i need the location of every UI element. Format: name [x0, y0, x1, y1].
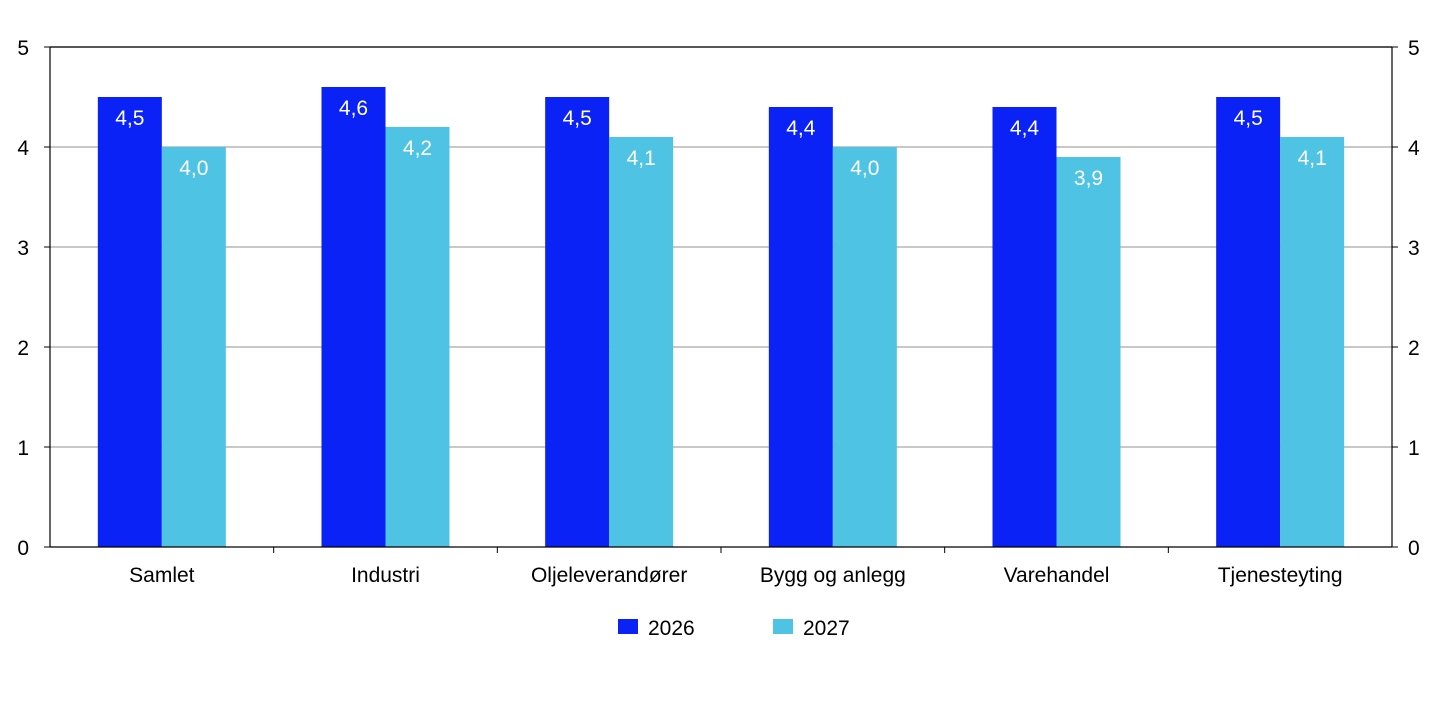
- data-label: 4,5: [563, 107, 592, 130]
- right-tick-label: 5: [1408, 37, 1420, 60]
- bar-2026-3: [768, 107, 833, 547]
- data-label: 3,9: [1074, 167, 1103, 190]
- right-tick-label: 4: [1408, 137, 1420, 160]
- left-tick-label: 1: [17, 437, 29, 460]
- bar-2027-1: [385, 127, 450, 547]
- bar-2026-2: [545, 97, 610, 547]
- left-tick-label: 2: [17, 337, 29, 360]
- data-label: 4,1: [1298, 147, 1327, 170]
- bar-2026-5: [1216, 97, 1281, 547]
- gridlines: [50, 46, 1392, 448]
- legend-swatch-2027: [773, 619, 793, 634]
- data-label: 4,4: [1010, 117, 1040, 140]
- right-tick-label: 0: [1408, 537, 1420, 560]
- data-label: 4,0: [179, 157, 208, 180]
- category-label: Tjenesteyting: [1218, 564, 1343, 587]
- right-tick-label: 3: [1408, 237, 1420, 260]
- data-label: 4,5: [115, 107, 144, 130]
- bar-2026-1: [321, 87, 386, 547]
- bar-2027-3: [832, 147, 897, 547]
- category-label: Bygg og anlegg: [760, 564, 906, 587]
- bar-2027-0: [161, 147, 226, 547]
- right-tick-label: 1: [1408, 437, 1420, 460]
- data-label: 4,0: [850, 157, 879, 180]
- legend: 2026 2027: [618, 617, 850, 640]
- left-tick-label: 3: [17, 237, 29, 260]
- category-label: Industri: [351, 564, 420, 587]
- left-tick-label: 5: [17, 37, 29, 60]
- bars: [97, 87, 1345, 547]
- data-label: 4,5: [1234, 107, 1263, 130]
- bar-2026-4: [992, 107, 1057, 547]
- right-tick-label: 2: [1408, 337, 1420, 360]
- bar-2027-4: [1056, 157, 1121, 547]
- bar-2027-5: [1280, 137, 1345, 547]
- axes: 0 0 1 1 2 2 3 3 4 4 5 5 Samlet Industri Oljeleverandør…: [17, 37, 1420, 587]
- left-tick-label: 4: [17, 137, 29, 160]
- left-tick-label: 0: [17, 537, 29, 560]
- bar-2027-2: [609, 137, 674, 547]
- data-label: 4,4: [786, 117, 816, 140]
- bar-2026-0: [97, 97, 162, 547]
- data-label: 4,2: [403, 137, 432, 160]
- category-label: Samlet: [129, 564, 195, 587]
- legend-label-2027: 2027: [803, 617, 850, 640]
- data-labels: 4,5 4,0 4,6 4,2 4,5 4,1 4,4 4,0 4,4 3,9 4,5 4,1: [115, 97, 1327, 190]
- data-label: 4,6: [339, 97, 368, 120]
- category-label: Oljeleverandører: [531, 564, 687, 587]
- legend-swatch-2026: [618, 619, 638, 634]
- data-label: 4,1: [627, 147, 656, 170]
- legend-label-2026: 2026: [648, 617, 695, 640]
- category-label: Varehandel: [1004, 564, 1110, 587]
